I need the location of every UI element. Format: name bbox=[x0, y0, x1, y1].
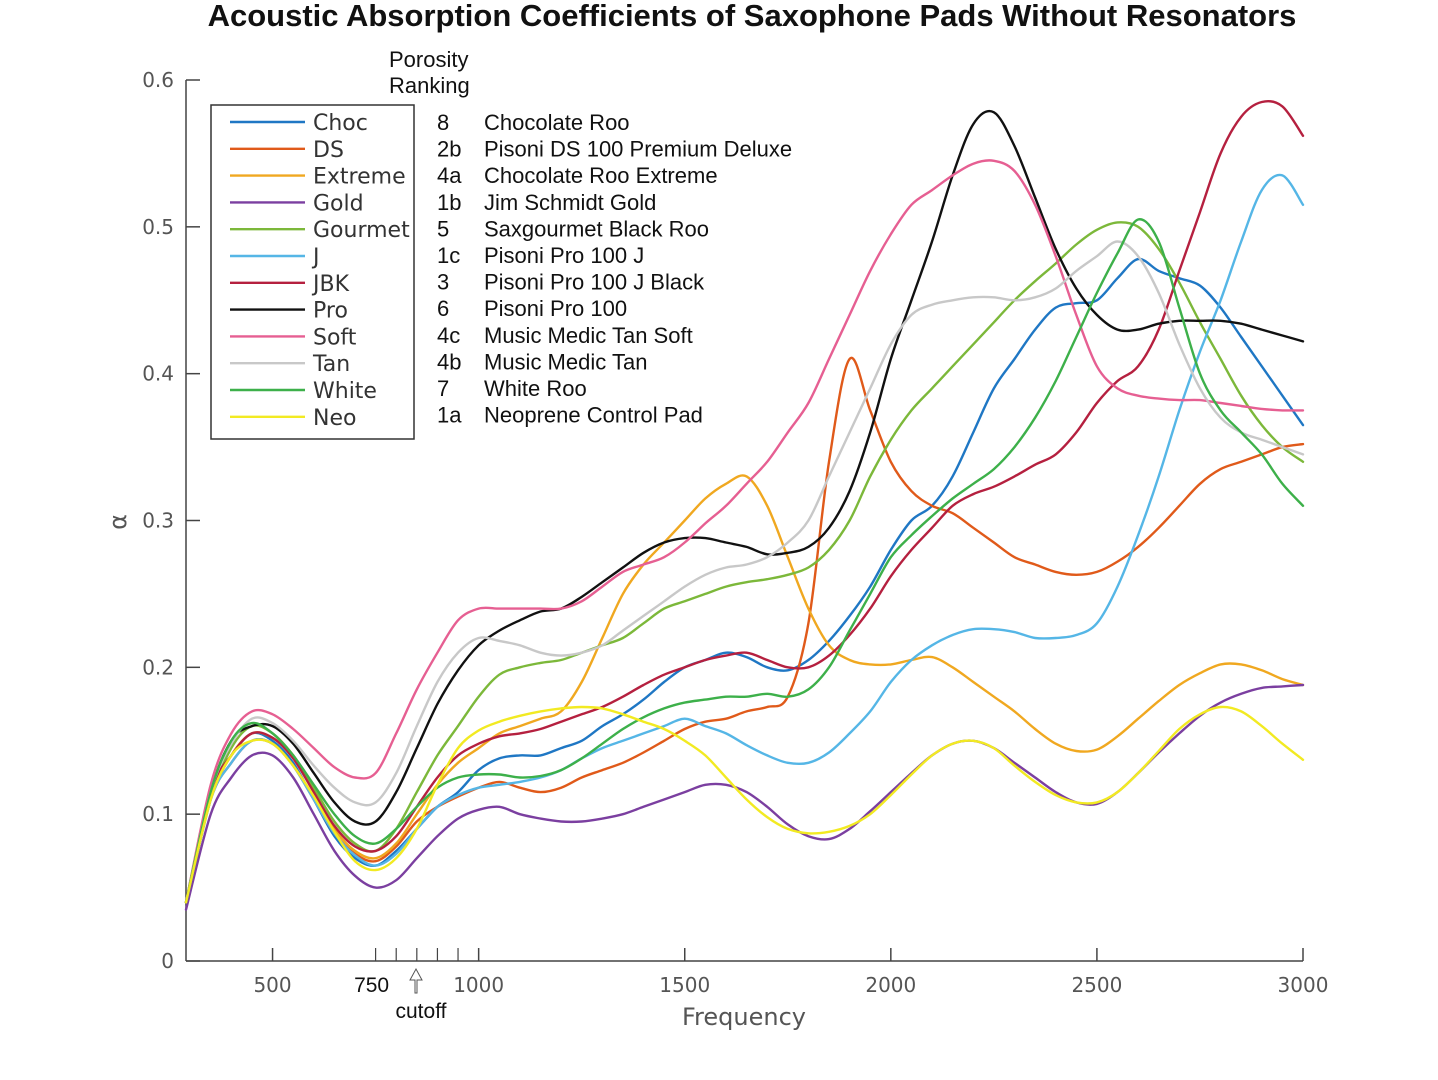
x-tick-label: 1000 bbox=[453, 973, 504, 997]
cutoff-label: cutoff bbox=[396, 1000, 447, 1023]
ranking-number: 1c bbox=[437, 243, 460, 268]
y-axis-label: α bbox=[104, 514, 132, 530]
ranking-number: 6 bbox=[437, 296, 449, 321]
x-tick-label: 3000 bbox=[1278, 973, 1329, 997]
legend-label-jbk: JBK bbox=[311, 272, 350, 297]
ranking-number: 5 bbox=[437, 216, 449, 241]
ranking-number: 7 bbox=[437, 376, 449, 401]
x-tick-label: 2500 bbox=[1071, 973, 1122, 997]
ranking-number: 2b bbox=[437, 137, 461, 162]
legend-label-white: White bbox=[313, 379, 377, 404]
legend-label-gold: Gold bbox=[313, 191, 364, 216]
series-line-white bbox=[184, 218, 1305, 904]
ranking-number: 8 bbox=[437, 110, 449, 135]
ranking-items: 8 Chocolate Roo 2b Pisoni DS 100 Premium De… bbox=[437, 110, 792, 428]
ranking-pad-name: Neoprene Control Pad bbox=[484, 403, 703, 428]
ranking-pad-name: Chocolate Roo bbox=[484, 110, 630, 135]
series-line-jbk bbox=[184, 99, 1305, 904]
legend-label-j: J bbox=[311, 245, 320, 270]
ranking-number: 1a bbox=[437, 403, 462, 428]
ranking-pad-name: White Roo bbox=[484, 376, 587, 401]
ranking-title-line1: Porosity bbox=[389, 47, 468, 72]
y-tick-label: 0.3 bbox=[142, 509, 174, 533]
cutoff-arrow-icon bbox=[409, 967, 423, 994]
series-line-ds bbox=[184, 356, 1305, 904]
y-tick-label: 0.5 bbox=[142, 215, 174, 239]
ranking-number: 1b bbox=[437, 190, 461, 215]
ranking-number: 4a bbox=[437, 163, 462, 188]
series-line-tan bbox=[184, 240, 1305, 904]
ranking-pad-name: Jim Schmidt Gold bbox=[484, 190, 656, 215]
x-tick-label: 500 bbox=[253, 973, 291, 997]
ranking-number: 3 bbox=[437, 270, 449, 295]
x-tick-label: 1500 bbox=[659, 973, 710, 997]
series-line-extreme bbox=[184, 474, 1305, 904]
ranking-pad-name: Saxgourmet Black Roo bbox=[484, 216, 709, 241]
legend-frame bbox=[210, 104, 415, 440]
ranking-pad-name: Pisoni Pro 100 J bbox=[484, 243, 644, 268]
series-line-soft bbox=[184, 159, 1305, 904]
ranking-pad-name: Pisoni DS 100 Premium Deluxe bbox=[484, 137, 792, 162]
legend-label-gourmet: Gourmet bbox=[313, 218, 410, 243]
y-ticks: 0 0.1 0.2 0.3 0.4 0.5 0.6 bbox=[142, 68, 200, 973]
chart-title: Acoustic Absorption Coefficients of Saxo… bbox=[208, 0, 1297, 33]
series-line-j bbox=[184, 173, 1305, 904]
y-tick-label: 0.4 bbox=[142, 362, 174, 386]
ranking-pad-name: Pisoni Pro 100 bbox=[484, 296, 627, 321]
x-axis-label: Frequency bbox=[682, 1003, 806, 1031]
legend-items: ChocDSExtremeGoldGourmetJJBKProSoftTanWh… bbox=[230, 111, 410, 431]
legend-label-pro: Pro bbox=[313, 299, 348, 324]
legend-label-tan: Tan bbox=[312, 352, 350, 377]
y-tick-label: 0.1 bbox=[142, 802, 174, 826]
y-tick-label: 0.6 bbox=[142, 68, 174, 92]
legend-label-soft: Soft bbox=[313, 325, 357, 350]
porosity-ranking: Porosity Ranking 8 Chocolate Roo 2b Pisoni … bbox=[389, 47, 792, 428]
ranking-pad-name: Chocolate Roo Extreme bbox=[484, 163, 718, 188]
series-line-neo bbox=[184, 705, 1305, 904]
ranking-pad-name: Music Medic Tan bbox=[484, 349, 647, 374]
x-ticks: 500 1000 1500 2000 2500 3000 750 bbox=[253, 948, 1328, 997]
ranking-number: 4c bbox=[437, 323, 460, 348]
x-tick-label: 2000 bbox=[865, 973, 916, 997]
ranking-pad-name: Music Medic Tan Soft bbox=[484, 323, 693, 348]
legend-label-ds: DS bbox=[313, 138, 344, 163]
cutoff-annotation: cutoff bbox=[396, 967, 447, 1023]
legend-label-extreme: Extreme bbox=[313, 165, 406, 190]
legend: ChocDSExtremeGoldGourmetJJBKProSoftTanWh… bbox=[210, 104, 415, 440]
legend-label-choc: Choc bbox=[313, 111, 368, 136]
ranking-pad-name: Pisoni Pro 100 J Black bbox=[484, 270, 705, 295]
series-lines bbox=[184, 99, 1305, 911]
legend-label-neo: Neo bbox=[313, 406, 356, 431]
y-tick-label: 0.2 bbox=[142, 655, 174, 679]
ranking-title-line2: Ranking bbox=[389, 73, 470, 98]
y-tick-label: 0 bbox=[161, 949, 174, 973]
series-line-pro bbox=[184, 109, 1305, 904]
ranking-number: 4b bbox=[437, 349, 461, 374]
x-tick-label-750: 750 bbox=[354, 974, 389, 997]
